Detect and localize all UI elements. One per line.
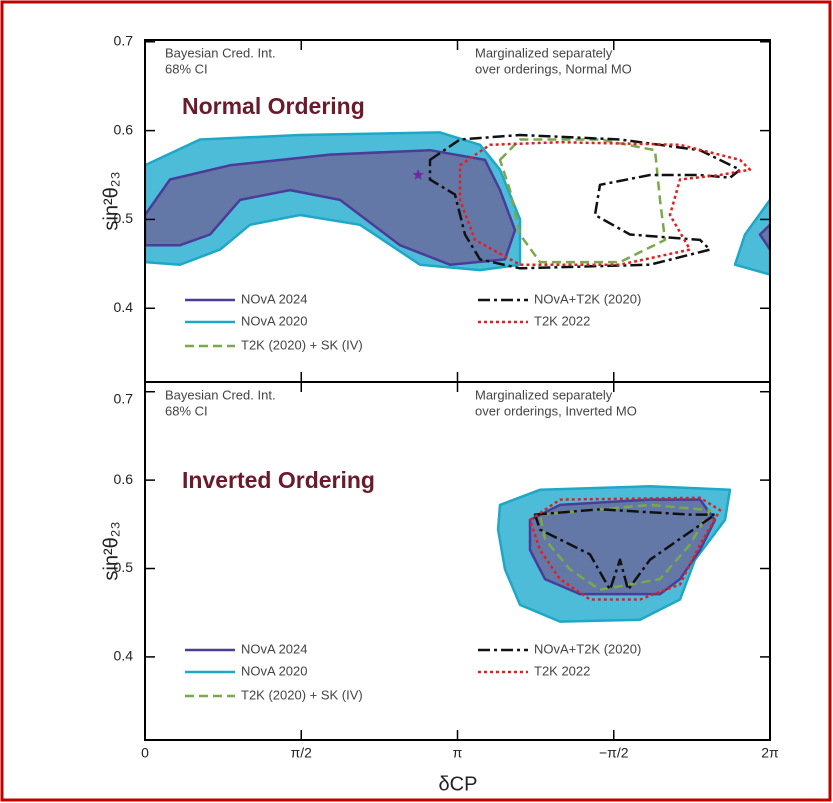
x-tick-label: 2π [761, 745, 779, 761]
x-tick-label: π/2 [291, 745, 313, 761]
y-tick-label: 0.7 [114, 390, 134, 406]
y-tick-label: 0.7 [114, 32, 134, 48]
legend-label: T2K 2022 [534, 313, 590, 328]
legend-label: T2K (2020) + SK (IV) [241, 337, 363, 352]
x-tick-label: 0 [141, 745, 149, 761]
annotation: over orderings, Inverted MO [475, 403, 637, 418]
annotation: Bayesian Cred. Int. [165, 45, 276, 60]
legend-label: T2K (2020) + SK (IV) [241, 687, 363, 702]
y-tick-label: 0.5 [114, 210, 134, 226]
y-tick-label: 0.6 [114, 471, 134, 487]
legend-label: NOvA+T2K (2020) [534, 291, 641, 306]
annotation: Marginalized separately [475, 387, 613, 402]
x-axis-label: δCP [439, 773, 478, 795]
contour [538, 503, 712, 591]
y-tick-label: 0.4 [114, 299, 134, 315]
legend-label: NOvA 2024 [241, 641, 308, 656]
contour [528, 496, 722, 601]
best-fit-star [412, 169, 424, 180]
y-tick-label: 0.4 [114, 648, 134, 664]
y-axis-label: sin²θ₂₃ [100, 521, 122, 580]
annotation: over orderings, Normal MO [475, 61, 632, 76]
annotation: 68% CI [165, 403, 208, 418]
contour [498, 138, 667, 264]
panel-title: Inverted Ordering [182, 467, 375, 493]
plot-area [496, 485, 732, 623]
annotation: Bayesian Cred. Int. [165, 387, 276, 402]
contour [533, 508, 717, 591]
legend-label: NOvA 2024 [241, 291, 308, 306]
y-axis-label: sin²θ₂₃ [100, 171, 122, 230]
x-tick-label: −π/2 [599, 745, 629, 761]
annotation: 68% CI [165, 61, 208, 76]
x-tick-label: π [453, 745, 463, 761]
legend-label: T2K 2022 [534, 663, 590, 678]
legend-label: NOvA+T2K (2020) [534, 641, 641, 656]
annotation: Marginalized separately [475, 45, 613, 60]
y-tick-label: 0.5 [114, 559, 134, 575]
plot-area [145, 131, 770, 276]
legend-label: NOvA 2020 [241, 313, 308, 328]
y-tick-label: 0.6 [114, 121, 134, 137]
legend-label: NOvA 2020 [241, 663, 308, 678]
contour [458, 140, 752, 266]
contour [145, 148, 770, 266]
panel-title: Normal Ordering [182, 93, 365, 119]
